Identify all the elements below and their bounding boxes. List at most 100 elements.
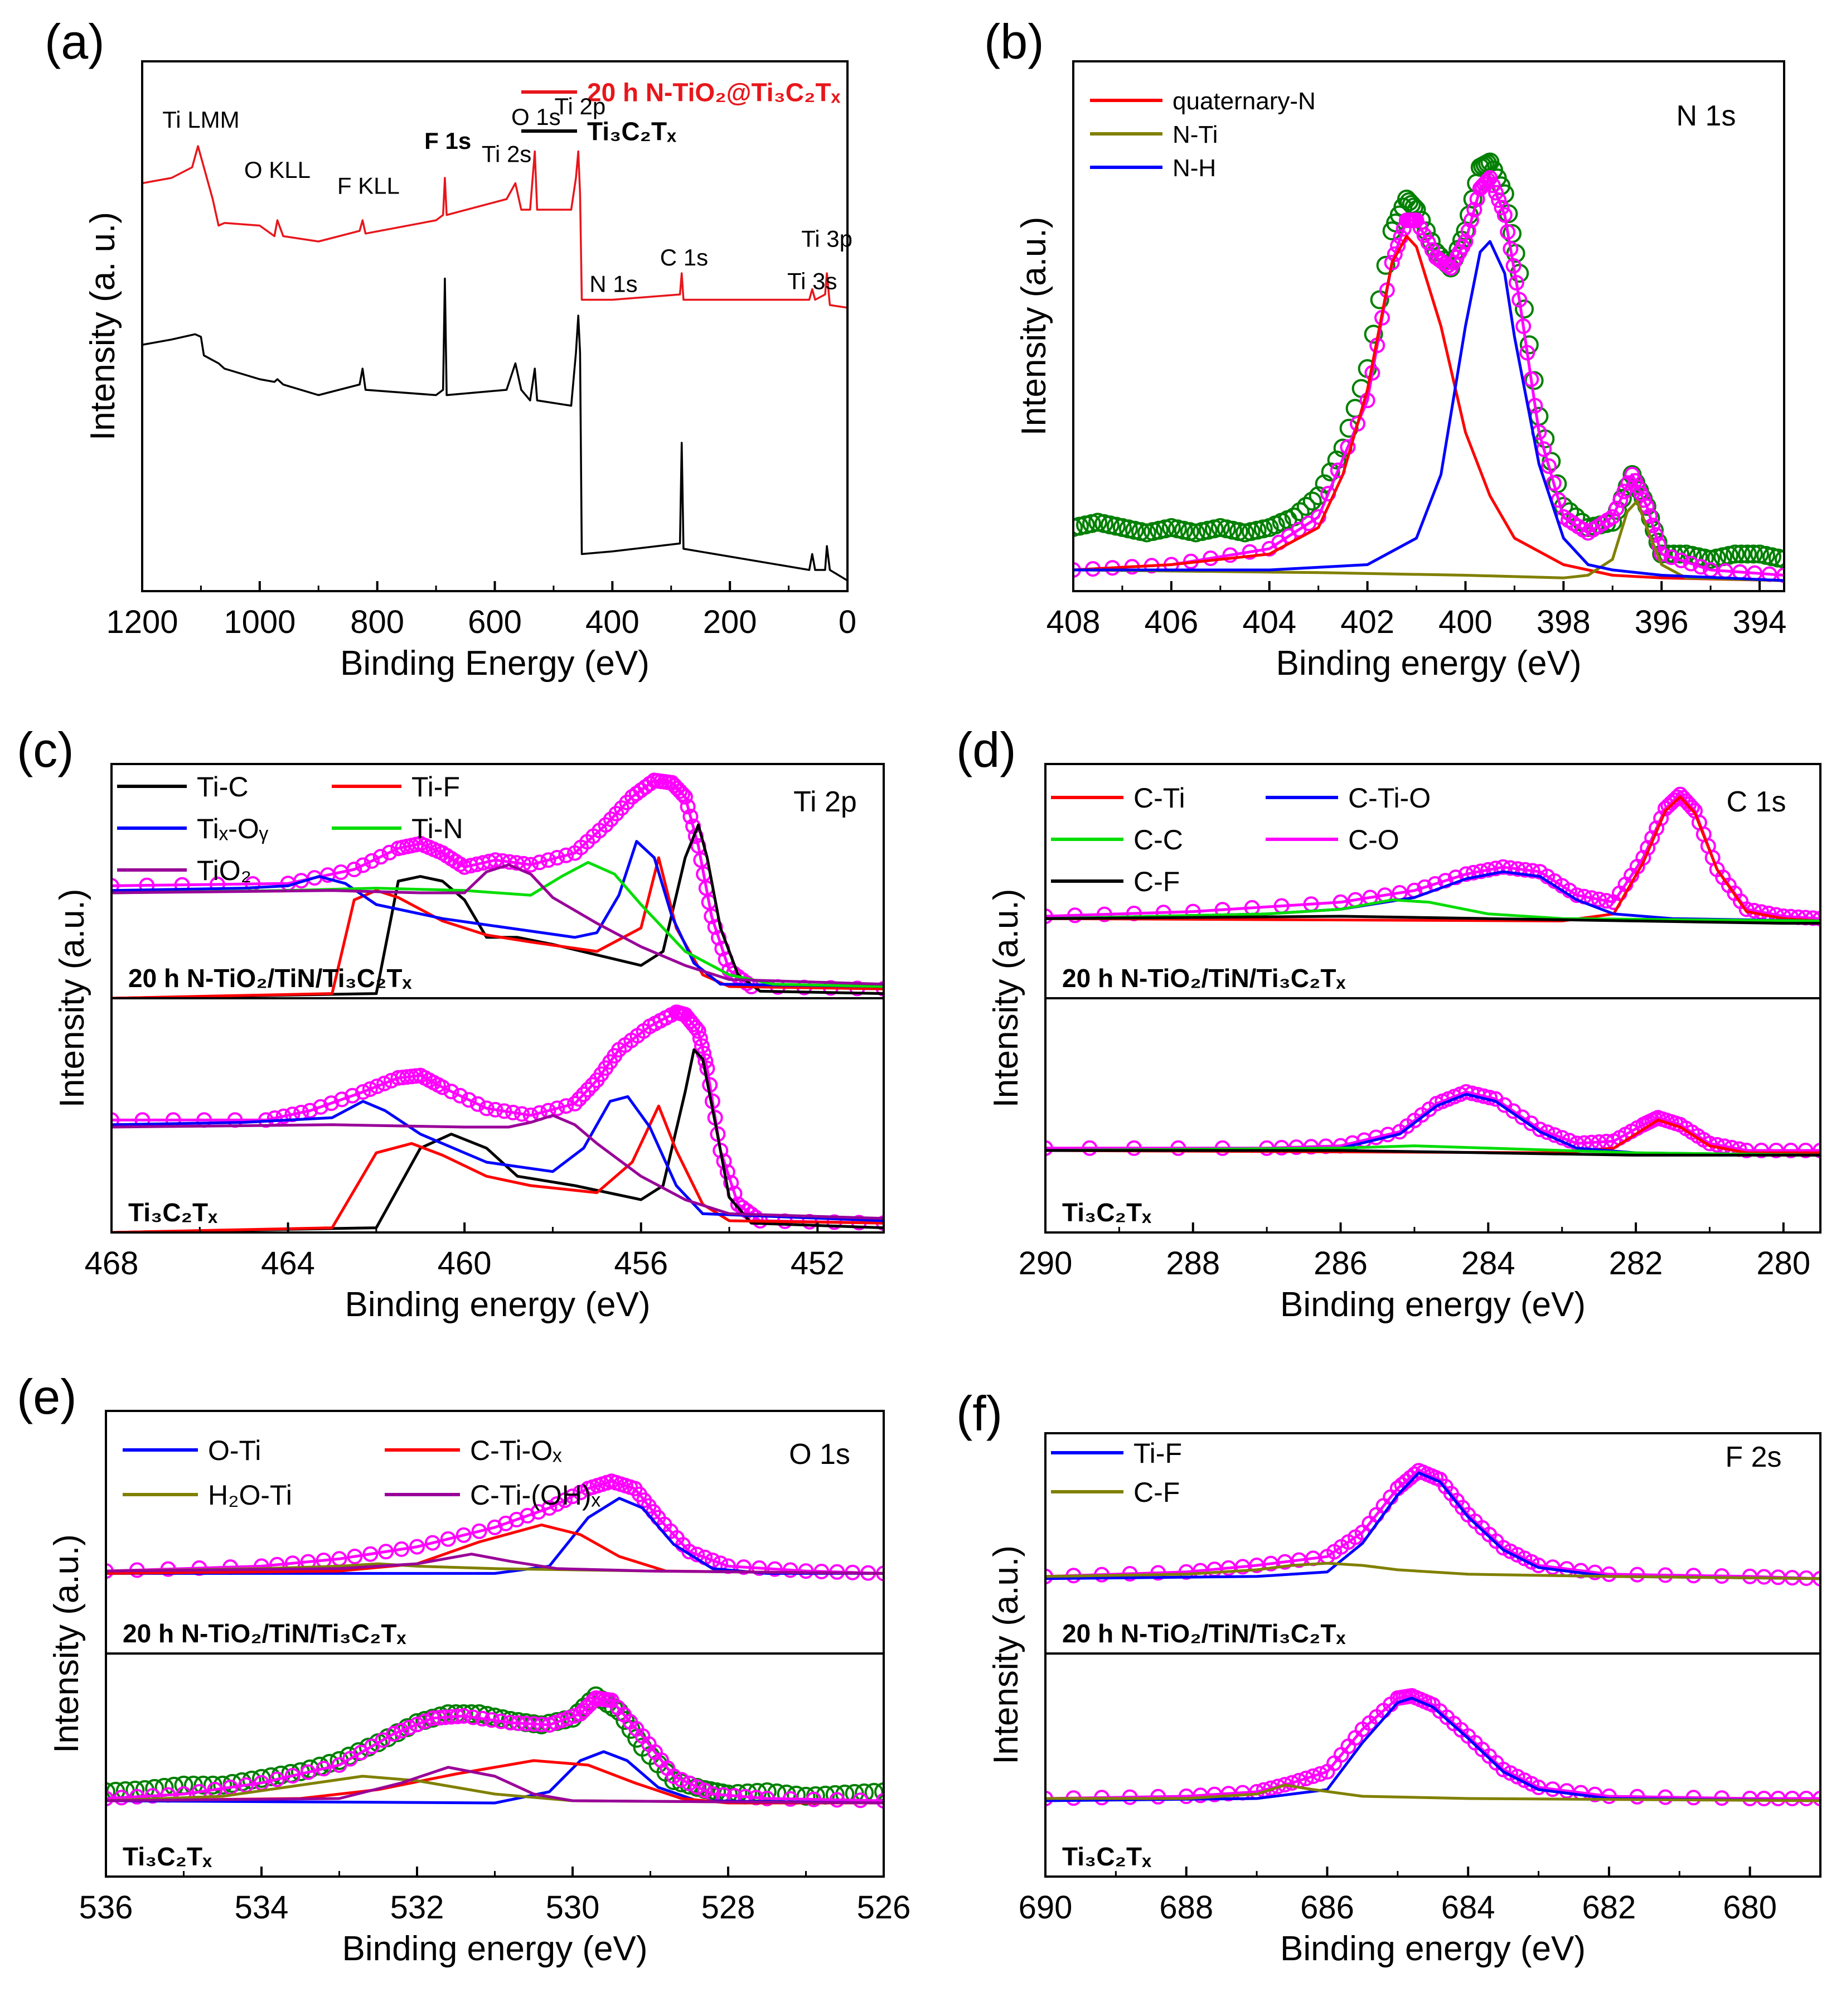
panel-d-c-f-line xyxy=(1045,915,1820,925)
envelope-marker xyxy=(1150,1788,1166,1805)
envelope-marker xyxy=(1515,318,1532,334)
x-tick-label: 528 xyxy=(701,1889,755,1926)
envelope-marker xyxy=(376,1075,393,1091)
envelope-marker xyxy=(300,1764,316,1780)
envelope-marker xyxy=(1150,1565,1166,1581)
envelope-marker xyxy=(1517,862,1533,878)
envelope-marker xyxy=(1387,246,1403,262)
envelope-marker xyxy=(1510,861,1526,877)
envelope-marker xyxy=(1685,1568,1702,1584)
envelope-marker xyxy=(1511,292,1528,308)
envelope-marker xyxy=(719,1164,735,1180)
panel-e-title: O 1s xyxy=(789,1438,850,1471)
panel-d-label: (d) xyxy=(956,722,1016,777)
peak-annotation: F 1s xyxy=(424,128,471,154)
panel-c-ti-c-line xyxy=(112,823,884,998)
raw-data-point xyxy=(193,1776,213,1795)
peak-annotation: Ti 3p xyxy=(801,226,852,252)
x-tick-label: 530 xyxy=(546,1889,600,1926)
envelope-marker xyxy=(417,1713,433,1729)
envelope-marker xyxy=(876,1793,884,1809)
envelope-marker xyxy=(401,1719,418,1735)
envelope-marker xyxy=(456,1527,472,1543)
envelope-marker xyxy=(1738,901,1755,917)
panel-a-x-axis-label: Binding Energy (eV) xyxy=(340,644,650,683)
raw-data-point xyxy=(1670,544,1690,564)
envelope-marker xyxy=(1653,810,1669,826)
envelope-marker xyxy=(1480,862,1496,878)
x-tick-label: 404 xyxy=(1242,604,1296,640)
panel-b-y-axis-label: Intensity (a.u.) xyxy=(1015,217,1053,436)
panel-c-tio-line xyxy=(112,863,884,986)
panel-b-title: N 1s xyxy=(1677,100,1736,132)
panel-b-x-axis-label: Binding energy (eV) xyxy=(1276,644,1582,683)
panel-e: (e) 20 h N-TiO₂/TiN/Ti₃C₂Tₓ Ti₃C₂Tₓ 536 534 5… xyxy=(17,1369,910,1968)
panel-c-envelope-markers xyxy=(112,1004,884,1231)
panel-b-n-ti-line xyxy=(1073,500,1784,582)
envelope-marker xyxy=(323,1095,340,1111)
panel-c-subplot-top: 20 h N-TiO₂/TiN/Ti₃C₂Tₓ xyxy=(110,763,885,999)
x-tick-label: 398 xyxy=(1537,604,1591,640)
envelope-marker xyxy=(1448,869,1464,886)
envelope-marker xyxy=(675,786,691,802)
envelope-marker xyxy=(690,1023,706,1039)
envelope-marker xyxy=(449,1708,466,1724)
x-tick-label: 282 xyxy=(1609,1245,1663,1282)
x-tick-label: 536 xyxy=(79,1889,133,1926)
envelope-marker xyxy=(1310,509,1326,525)
envelope-marker xyxy=(852,1792,869,1809)
x-tick-label: 690 xyxy=(1019,1889,1073,1926)
envelope-marker xyxy=(1503,241,1519,257)
envelope-marker xyxy=(1685,1790,1702,1806)
envelope-marker xyxy=(346,862,362,877)
panel-e-c-ti-oh-line xyxy=(106,1766,884,1805)
peak-annotation: Ti 3s xyxy=(787,268,837,294)
envelope-marker xyxy=(1523,371,1539,387)
panel-f-sample-label: Ti₃C₂Tₓ xyxy=(1062,1842,1151,1871)
envelope-marker xyxy=(469,1096,486,1112)
envelope-marker xyxy=(1505,258,1522,274)
envelope-marker xyxy=(1284,1775,1300,1791)
panel-f-label: (f) xyxy=(956,1386,1002,1441)
envelope-marker xyxy=(502,1715,519,1730)
panel-e-series-group xyxy=(106,1473,884,1582)
legend-entry: C-Ti-(OH)ₓ xyxy=(470,1480,601,1511)
envelope-marker xyxy=(522,857,539,873)
envelope-marker xyxy=(1753,1143,1770,1158)
legend-entry: quaternary-N xyxy=(1173,88,1316,115)
envelope-marker xyxy=(465,1709,481,1725)
raw-data-point xyxy=(1376,255,1396,275)
panel-e-subplot-bottom: Ti₃C₂Tₓ xyxy=(105,1652,885,1878)
panel-f-c-f-line xyxy=(1045,1561,1820,1580)
envelope-marker xyxy=(362,1546,379,1562)
envelope-marker xyxy=(531,854,548,871)
envelope-marker xyxy=(1298,1771,1314,1786)
envelope-marker xyxy=(526,1716,542,1732)
envelope-marker xyxy=(782,1562,798,1578)
panel-c-tio-line xyxy=(112,1114,884,1220)
envelope-marker xyxy=(275,1108,292,1124)
envelope-marker xyxy=(694,1038,710,1054)
legend-entry: H₂O-Ti xyxy=(208,1480,292,1511)
envelope-marker xyxy=(767,1561,783,1577)
panel-f-subplot-top: 20 h N-TiO₂/TiN/Ti₃C₂Tₓ xyxy=(1044,1432,1821,1655)
x-tick-label: 464 xyxy=(261,1245,315,1282)
panel-c-envelope-line xyxy=(112,1011,884,1225)
envelope-marker xyxy=(571,1091,587,1107)
envelope-marker xyxy=(1684,800,1700,816)
envelope-marker xyxy=(1458,866,1474,882)
envelope-marker xyxy=(471,1523,487,1539)
panel-c-title: Ti 2p xyxy=(793,786,857,818)
envelope-marker xyxy=(369,1078,385,1094)
panel-d-x-axis-label: Binding energy (eV) xyxy=(1280,1285,1586,1324)
panel-d-c-ti-line xyxy=(1045,795,1820,922)
x-tick-label: 0 xyxy=(839,604,856,640)
envelope-marker xyxy=(1629,1567,1645,1583)
panel-d-c-f-line xyxy=(1045,1149,1820,1157)
envelope-marker xyxy=(1096,906,1112,922)
envelope-marker xyxy=(549,1496,565,1512)
envelope-marker xyxy=(1532,1121,1548,1138)
panel-a-y-axis-label: Intensity (a. u.) xyxy=(84,212,122,441)
panel-e-sample-label: Ti₃C₂Tₓ xyxy=(123,1842,212,1871)
envelope-marker xyxy=(1768,1143,1784,1158)
